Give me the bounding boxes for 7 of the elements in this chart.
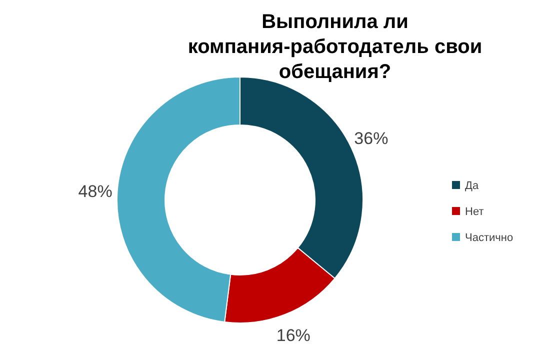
data-label: 48%	[78, 182, 112, 201]
legend-label: Нет	[465, 206, 484, 218]
legend-label: Да	[465, 180, 480, 192]
data-label: 36%	[354, 129, 388, 148]
legend-label: Частично	[465, 232, 514, 244]
chart-title: Выполнила ли компания-работодатель свои обещания?	[188, 11, 482, 83]
data-label: 16%	[276, 326, 310, 345]
